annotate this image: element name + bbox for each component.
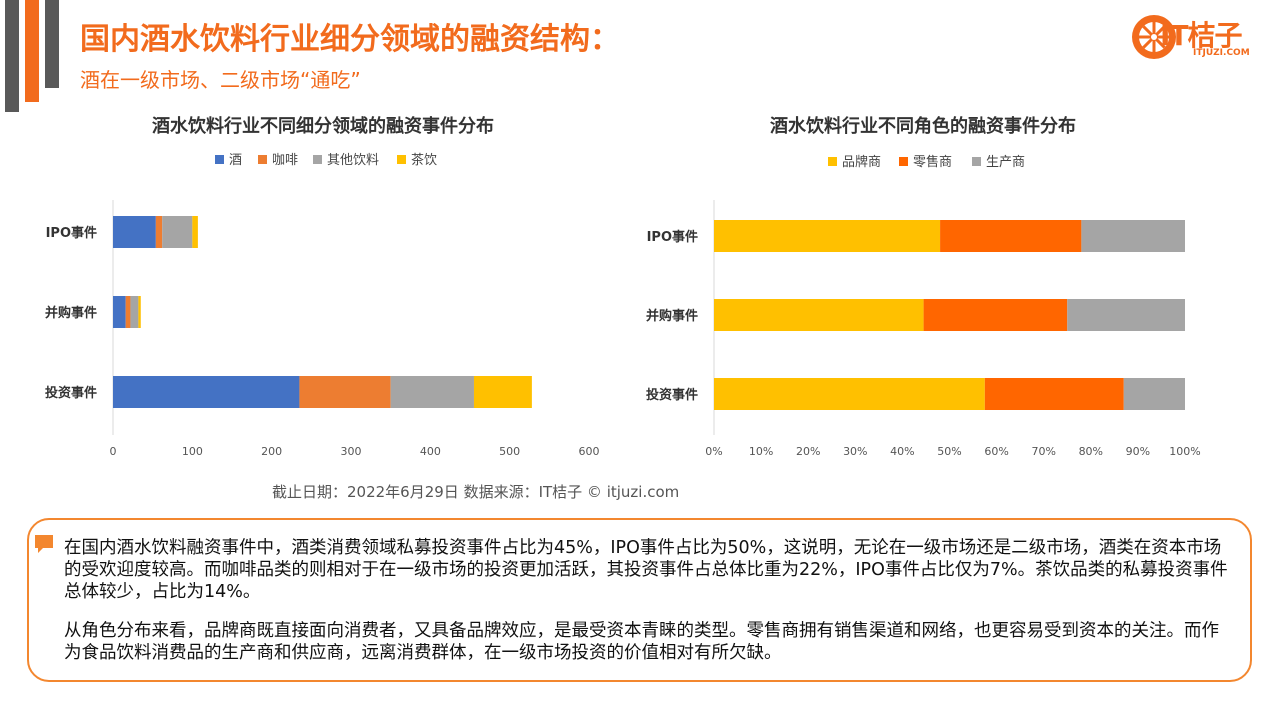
bar-并购事件-零售商 bbox=[923, 299, 1068, 331]
x-tick-label: 400 bbox=[420, 445, 441, 458]
legend-swatch-1 bbox=[899, 157, 908, 166]
bar-投资事件-零售商 bbox=[984, 378, 1124, 410]
bar-并购事件-其他饮料 bbox=[130, 296, 139, 328]
bar-IPO事件-其他饮料 bbox=[162, 216, 193, 248]
legend-label-2: 生产商 bbox=[986, 155, 1025, 170]
legend-label-1: 零售商 bbox=[913, 154, 952, 170]
bar-投资事件-其他饮料 bbox=[390, 376, 474, 408]
commentary-paragraph-2: 从角色分布来看，品牌商既直接面向消费者，又具备品牌效应，是最受资本青睐的类型。零… bbox=[64, 621, 1219, 663]
bar-投资事件-酒 bbox=[113, 376, 300, 408]
bar-并购事件-品牌商 bbox=[714, 299, 924, 331]
chart-title: 酒水饮料行业不同细分领域的融资事件分布 bbox=[152, 115, 494, 137]
legend-label-0: 酒 bbox=[229, 153, 242, 168]
commentary-paragraph-1: 在国内酒水饮料融资事件中，酒类消费领域私募投资事件占比为45%，IPO事件占比为… bbox=[64, 538, 1228, 602]
category-label: 投资事件 bbox=[45, 385, 97, 401]
orange-slice-icon bbox=[1132, 15, 1176, 59]
logo-wordmark: IT桔子 bbox=[1160, 19, 1243, 52]
x-tick-label: 20% bbox=[796, 445, 820, 458]
legend-label-0: 品牌商 bbox=[842, 154, 881, 170]
category-label: IPO事件 bbox=[647, 229, 698, 245]
category-label: IPO事件 bbox=[46, 225, 97, 241]
x-tick-label: 40% bbox=[890, 445, 914, 458]
legend-label-2: 其他饮料 bbox=[327, 153, 379, 168]
x-tick-label: 600 bbox=[579, 445, 600, 458]
header-deco-bar-gray-2 bbox=[45, 0, 59, 88]
bar-IPO事件-酒 bbox=[113, 216, 156, 248]
commentary-box bbox=[27, 518, 1252, 682]
bar-IPO事件-生产商 bbox=[1081, 220, 1185, 252]
x-tick-label: 100% bbox=[1169, 445, 1200, 458]
bar-IPO事件-品牌商 bbox=[714, 220, 941, 252]
category-label: 投资事件 bbox=[646, 387, 698, 403]
logo-domain: ITJUZI.COM bbox=[1193, 48, 1250, 58]
chart-title: 酒水饮料行业不同角色的融资事件分布 bbox=[770, 115, 1076, 137]
bar-并购事件-咖啡 bbox=[125, 296, 131, 328]
legend-swatch-2 bbox=[972, 157, 981, 166]
x-tick-label: 300 bbox=[341, 445, 362, 458]
x-tick-label: 90% bbox=[1126, 445, 1150, 458]
bar-并购事件-茶饮 bbox=[138, 296, 141, 328]
x-tick-label: 60% bbox=[984, 445, 1008, 458]
legend-swatch-0 bbox=[828, 157, 837, 166]
legend-swatch-0 bbox=[215, 155, 224, 164]
itjuzi-logo bbox=[1132, 15, 1176, 59]
x-tick-label: 500 bbox=[499, 445, 520, 458]
source-note: 截止日期：2022年6月29日 数据来源：IT桔子 © itjuzi.com bbox=[272, 483, 680, 501]
legend-label-1: 咖啡 bbox=[272, 153, 298, 168]
header-deco-bar-gray-1 bbox=[5, 0, 19, 112]
legend-swatch-2 bbox=[313, 155, 322, 164]
x-tick-label: 10% bbox=[749, 445, 773, 458]
bar-投资事件-生产商 bbox=[1123, 378, 1185, 410]
bar-投资事件-品牌商 bbox=[714, 378, 985, 410]
bar-IPO事件-零售商 bbox=[940, 220, 1082, 252]
category-label: 并购事件 bbox=[45, 305, 97, 321]
x-tick-label: 0 bbox=[110, 445, 117, 458]
x-tick-label: 50% bbox=[937, 445, 961, 458]
speech-bubble-icon bbox=[35, 535, 53, 553]
x-tick-label: 0% bbox=[705, 445, 722, 458]
x-tick-label: 80% bbox=[1079, 445, 1103, 458]
bar-投资事件-茶饮 bbox=[473, 376, 532, 408]
x-tick-label: 30% bbox=[843, 445, 867, 458]
x-tick-label: 200 bbox=[261, 445, 282, 458]
x-tick-label: 70% bbox=[1031, 445, 1055, 458]
bar-并购事件-酒 bbox=[113, 296, 126, 328]
legend-label-3: 茶饮 bbox=[411, 152, 437, 168]
x-tick-label: 100 bbox=[182, 445, 203, 458]
page-title: 国内酒水饮料行业细分领域的融资结构： bbox=[80, 22, 620, 57]
header-deco-bar-orange bbox=[25, 0, 39, 102]
page-subtitle: 酒在一级市场、二级市场“通吃” bbox=[80, 68, 361, 92]
bar-IPO事件-咖啡 bbox=[155, 216, 163, 248]
bar-并购事件-生产商 bbox=[1067, 299, 1185, 331]
legend-swatch-3 bbox=[397, 155, 406, 164]
bar-投资事件-咖啡 bbox=[299, 376, 391, 408]
category-label: 并购事件 bbox=[646, 308, 698, 324]
bar-IPO事件-茶饮 bbox=[192, 216, 198, 248]
legend-swatch-1 bbox=[258, 155, 267, 164]
